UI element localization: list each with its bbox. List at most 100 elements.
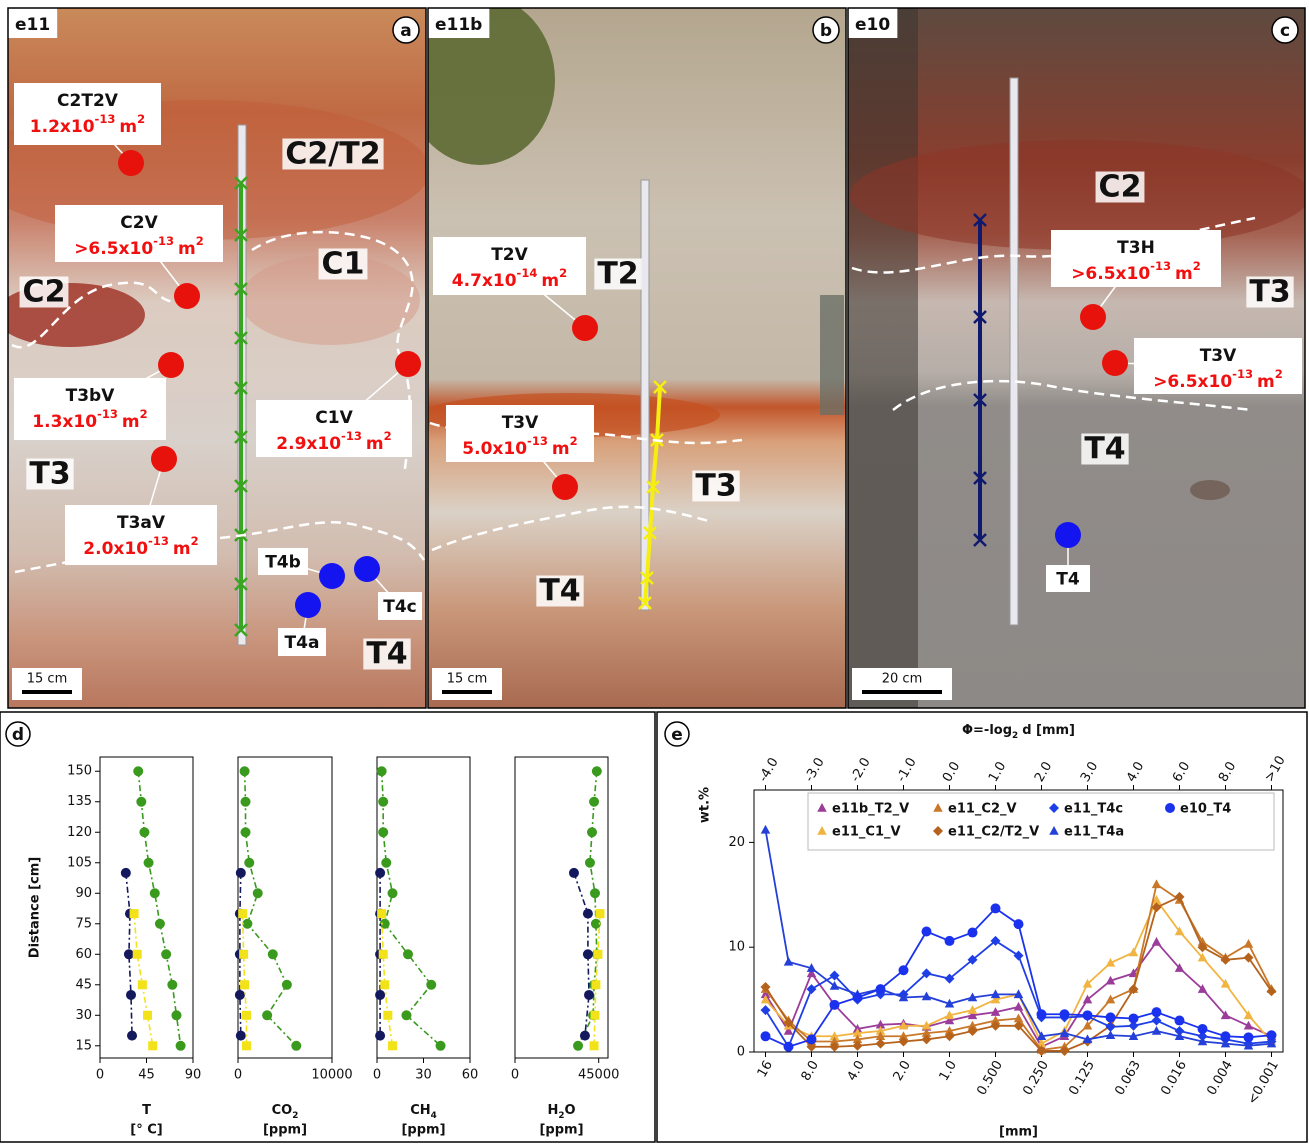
permeability-part: >6.5x10: [1153, 372, 1232, 392]
marker: [1037, 1009, 1047, 1019]
marker: [922, 926, 932, 936]
permeability-part: 2: [570, 434, 578, 448]
page: C2/T2C1C2T3T4C2T2V1.2x10-13m2C2V>6.5x10-…: [0, 0, 1309, 1144]
x-tick-label: 0: [96, 1068, 104, 1083]
unit-label: T2: [597, 257, 638, 292]
marker: [1175, 1016, 1185, 1026]
marker: [426, 980, 436, 990]
panel-letter: b: [820, 21, 832, 41]
marker: [240, 980, 249, 989]
marker: [144, 858, 154, 868]
marker: [161, 949, 171, 959]
unit-label: C2: [23, 275, 66, 310]
x-tick-label: 30: [415, 1068, 432, 1083]
y-tick-label: 30: [75, 1008, 92, 1023]
x-tick-label: 45: [138, 1068, 155, 1083]
photo-panel: C2/T2C1C2T3T4C2T2V1.2x10-13m2C2V>6.5x10-…: [0, 8, 430, 708]
marker: [378, 827, 388, 837]
marker: [155, 919, 165, 929]
marker: [1083, 1010, 1093, 1020]
sample-point: [174, 283, 200, 309]
permeability-part: -13: [153, 234, 174, 248]
permeability-part: -14: [517, 266, 538, 280]
marker: [381, 858, 391, 868]
measuring-rod: [1010, 78, 1018, 625]
marker: [242, 1011, 251, 1020]
marker: [573, 1041, 583, 1051]
unit-label: T3: [1249, 275, 1290, 310]
marker: [241, 797, 251, 807]
y-tick-label: 75: [75, 916, 92, 931]
legend-label: e11_C1_V: [832, 825, 901, 840]
x-tick-label: 0: [511, 1068, 519, 1083]
marker: [171, 1010, 181, 1020]
marker: [235, 990, 245, 1000]
x-axis-label-part: CO: [272, 1103, 293, 1118]
marker: [1152, 1007, 1162, 1017]
permeability-part: m: [1175, 264, 1193, 284]
marker: [1060, 1009, 1070, 1019]
x-tick-label: 60: [462, 1068, 479, 1083]
y-tick-label: 0: [737, 1045, 745, 1060]
unit-label: C2: [1099, 170, 1142, 205]
sample-point: [572, 315, 598, 341]
marker: [1244, 1032, 1254, 1042]
sample-name: C2T2V: [57, 91, 119, 111]
marker: [244, 858, 254, 868]
marker: [139, 827, 149, 837]
marker: [133, 766, 143, 776]
x-axis-unit: [ppm]: [263, 1123, 307, 1138]
y-tick-label: 20: [728, 835, 745, 850]
marker: [1106, 1012, 1116, 1022]
marker: [239, 950, 248, 959]
marker: [830, 1000, 840, 1010]
sample-point: [1055, 522, 1081, 548]
marker: [1221, 1031, 1231, 1041]
marker: [589, 797, 599, 807]
marker: [127, 1031, 137, 1041]
sample-point: [354, 556, 380, 582]
top-axis-label-part: d [mm]: [1022, 723, 1075, 738]
marker: [379, 950, 388, 959]
x-axis-label: T: [142, 1103, 151, 1118]
marker: [148, 1041, 157, 1050]
permeability-part: 2: [137, 112, 145, 126]
sample-name: T4a: [285, 633, 320, 653]
marker: [1198, 1024, 1208, 1034]
marker: [268, 949, 278, 959]
legend-label: e11_C2/T2_V: [948, 825, 1039, 840]
sample-point: [319, 563, 345, 589]
permeability-part: -13: [95, 112, 116, 126]
marker: [590, 1041, 599, 1050]
marker: [945, 936, 955, 946]
marker: [143, 1011, 152, 1020]
panel-letter: e: [671, 725, 683, 745]
marker: [899, 965, 909, 975]
permeability-part: m: [173, 539, 191, 559]
sample-name: T3bV: [66, 386, 116, 406]
x-axis-label-part: 4: [431, 1111, 437, 1121]
marker: [784, 1042, 794, 1052]
y-tick-label: 15: [75, 1038, 92, 1053]
permeability-part: m: [122, 412, 140, 432]
marker: [583, 909, 593, 919]
marker: [130, 909, 139, 918]
marker: [436, 1041, 446, 1051]
permeability-part: 2: [384, 429, 392, 443]
permeability-part: 2: [559, 266, 567, 280]
marker: [807, 1034, 817, 1044]
marker: [583, 949, 593, 959]
marker: [291, 1041, 301, 1051]
photo-texture: [820, 295, 844, 415]
marker: [383, 1011, 392, 1020]
permeability-part: 2: [191, 534, 199, 548]
x-axis-label: [mm]: [999, 1125, 1038, 1140]
scale-bar: [22, 690, 72, 694]
sample-point: [552, 474, 578, 500]
permeability-part: m: [552, 439, 570, 459]
x-tick-label: 45000: [578, 1068, 619, 1083]
marker: [1267, 1030, 1277, 1040]
sample-name: C2V: [120, 213, 158, 233]
scale-bar: [862, 690, 942, 694]
